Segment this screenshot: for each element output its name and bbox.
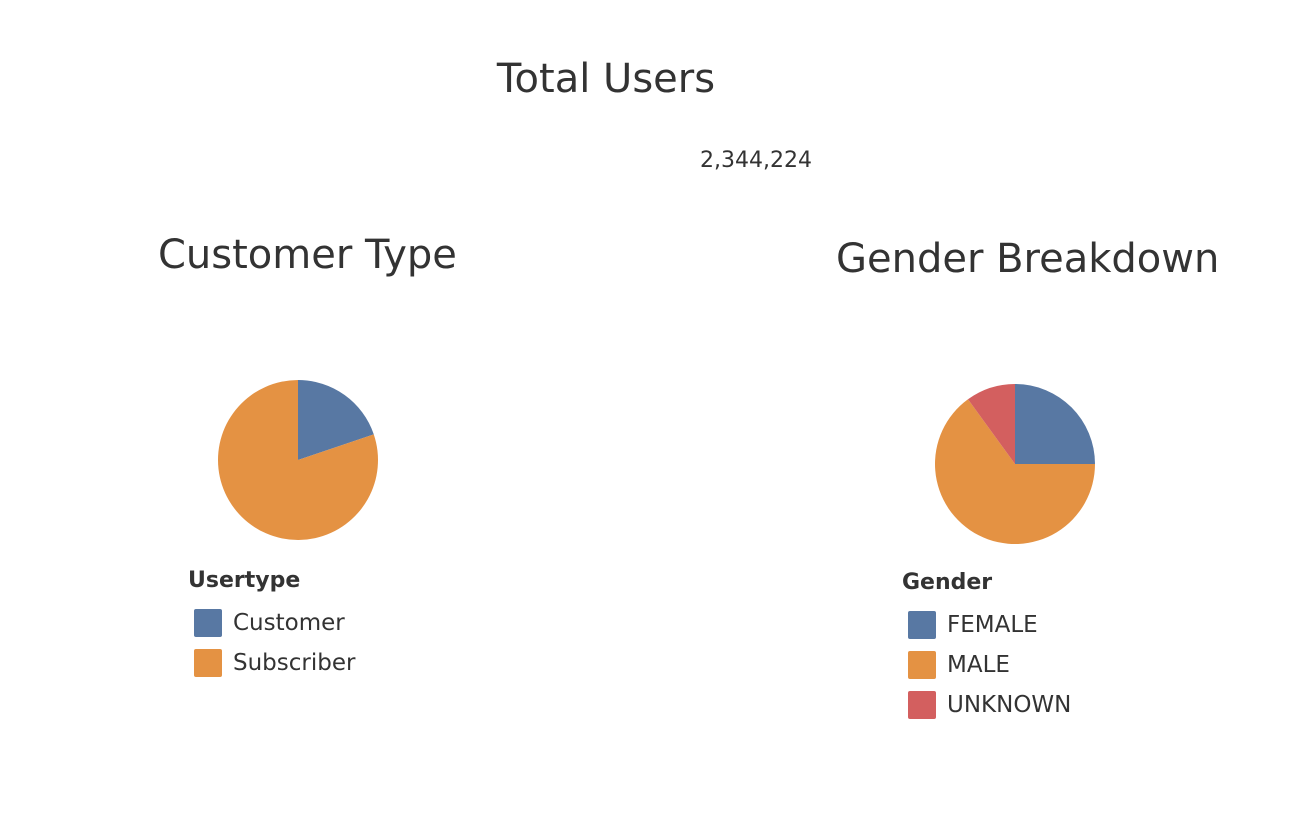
legend-item-subscriber[interactable]: Subscriber [194,643,355,683]
pie-slice-female[interactable] [1015,384,1095,464]
customer-type-title: Customer Type [158,232,457,278]
legend-label-male: MALE [947,652,1010,678]
legend-item-customer[interactable]: Customer [194,603,355,643]
gender-breakdown-pie-chart[interactable] [935,384,1095,544]
legend-item-female[interactable]: FEMALE [908,605,1071,645]
legend-title-usertype: Usertype [188,568,301,593]
total-users-title: Total Users [496,56,716,102]
customer-type-pie-chart[interactable] [218,380,378,540]
legend-item-male[interactable]: MALE [908,645,1071,685]
legend-swatch-customer [194,609,222,637]
gender-breakdown-title: Gender Breakdown [836,236,1220,282]
legend-title-gender: Gender [902,570,993,595]
legend-swatch-female [908,611,936,639]
total-users-value: 2,344,224 [700,148,812,173]
legend-label-female: FEMALE [947,612,1038,638]
legend-swatch-unknown [908,691,936,719]
gender-breakdown-legend: Gender FEMALE MALE UNKNOWN [902,570,1071,725]
legend-label-customer: Customer [233,610,345,636]
pie-slice-male[interactable] [935,399,1095,544]
pie-slice-subscriber[interactable] [218,380,378,540]
legend-swatch-subscriber [194,649,222,677]
legend-swatch-male [908,651,936,679]
pie-slice-customer[interactable] [298,380,374,460]
pie-slice-unknown[interactable] [967,384,1015,464]
legend-label-subscriber: Subscriber [233,650,356,676]
legend-label-unknown: UNKNOWN [947,692,1072,718]
legend-item-unknown[interactable]: UNKNOWN [908,685,1071,725]
customer-type-legend: Usertype Customer Subscriber [188,568,355,683]
